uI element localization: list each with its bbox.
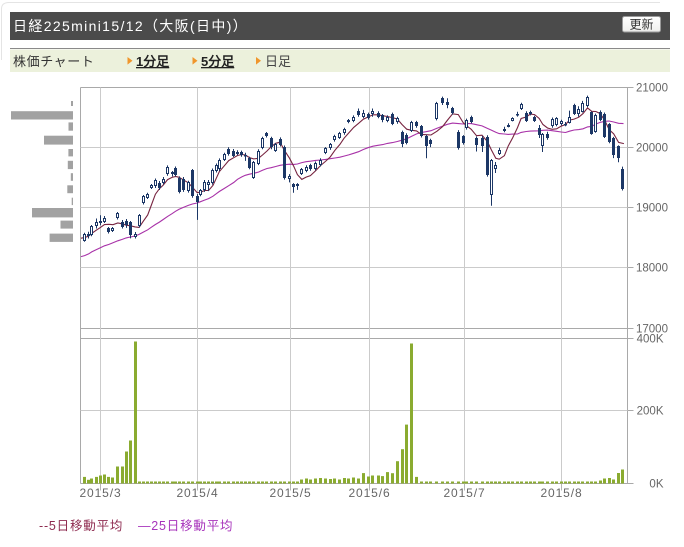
svg-text:1分足: 1分足 <box>136 54 170 69</box>
svg-text:200K: 200K <box>637 406 664 418</box>
svg-text:20000: 20000 <box>636 143 668 155</box>
svg-text:株価チャート: 株価チャート <box>13 54 94 69</box>
svg-text:5分足: 5分足 <box>201 54 235 69</box>
svg-text:日経225mini15/12（大阪(日中)）: 日経225mini15/12（大阪(日中)） <box>13 18 248 34</box>
svg-text:2015/8: 2015/8 <box>540 486 582 500</box>
svg-text:19000: 19000 <box>636 203 668 215</box>
svg-text:2015/5: 2015/5 <box>269 486 311 500</box>
svg-text:17000: 17000 <box>636 324 668 336</box>
svg-text:2015/4: 2015/4 <box>176 486 218 500</box>
svg-text:2015/3: 2015/3 <box>79 486 121 500</box>
svg-text:2015/6: 2015/6 <box>348 486 390 500</box>
svg-text:0K: 0K <box>649 479 663 491</box>
svg-text:更新: 更新 <box>629 17 653 32</box>
svg-text:400K: 400K <box>637 334 664 346</box>
svg-text:—25日移動平均: —25日移動平均 <box>138 519 233 533</box>
svg-text:21000: 21000 <box>636 83 668 95</box>
svg-text:--5日移動平均: --5日移動平均 <box>39 519 123 533</box>
svg-text:2015/7: 2015/7 <box>443 486 485 500</box>
svg-text:日足: 日足 <box>265 54 291 69</box>
svg-text:18000: 18000 <box>636 263 668 275</box>
